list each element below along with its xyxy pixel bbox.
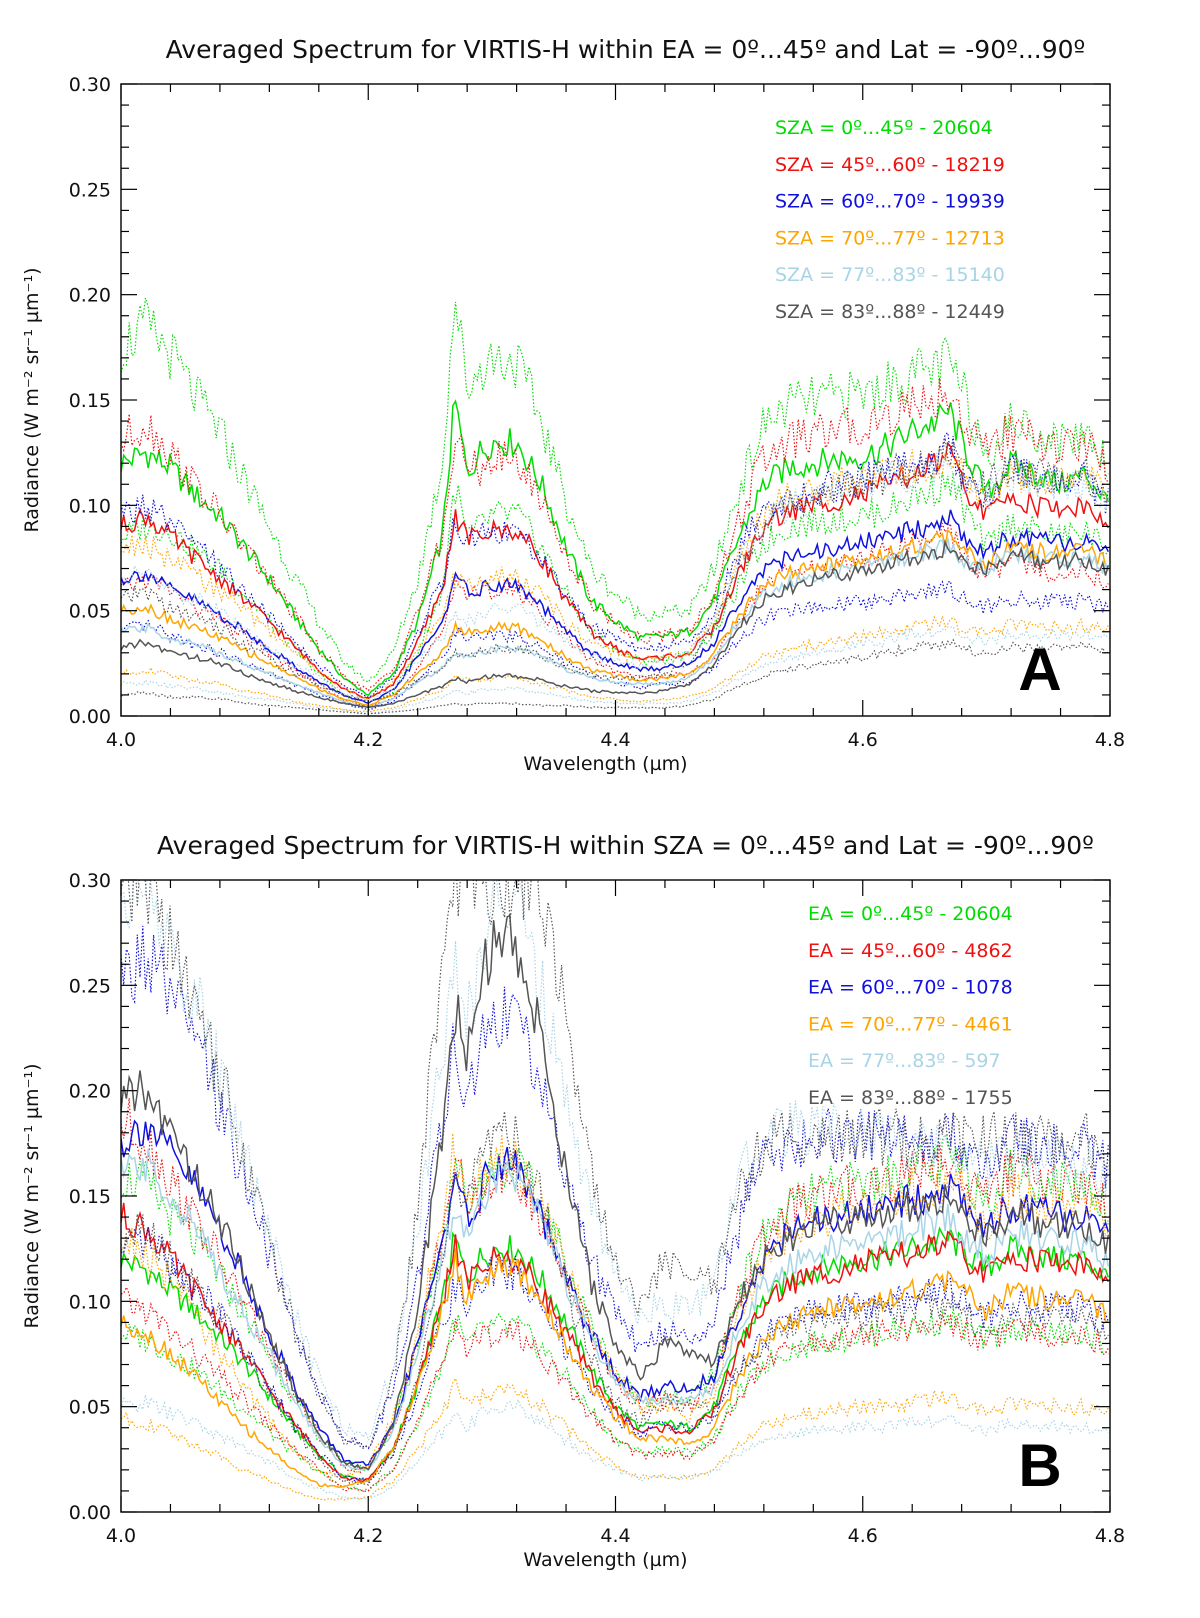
series-mean-line [121,441,1109,700]
legend-entry: EA = 83º...88º - 1755 [808,1087,1013,1109]
series-4 [121,449,1109,713]
series-mean-line [121,399,1110,697]
series-upper-bound [121,449,1109,701]
legend-entry: SZA = 60º...70º - 19939 [775,191,1005,213]
x-tick-label: 4.0 [106,729,136,751]
chart-title: Averaged Spectrum for VIRTIS-H within EA… [166,35,1086,64]
series-lower-bound [121,1285,1109,1492]
series-mean-line [121,1248,1109,1488]
series-upper-bound [121,1133,1109,1478]
series-lower-bound [121,521,1109,708]
y-tick-label: 0.15 [69,1186,111,1208]
legend-entry: EA = 45º...60º - 4862 [808,940,1013,962]
series-lower-bound [121,471,1109,709]
series-2 [121,377,1109,708]
axis-ticks [120,879,1111,1513]
y-axis-label: Radiance (W m⁻² sr⁻¹ µm⁻¹) [21,1063,43,1328]
legend-entry: SZA = 83º...88º - 12449 [775,301,1005,323]
panel-label: A [1018,636,1061,703]
y-tick-label: 0.25 [69,975,111,997]
y-axis-label: Radiance (W m⁻² sr⁻¹ µm⁻¹) [21,267,43,532]
y-tick-label: 0.20 [69,285,111,307]
series-upper-bound [121,377,1109,692]
x-tick-label: 4.2 [353,1525,383,1547]
x-axis-label: Wavelength (µm) [523,1549,687,1571]
legend-entry: EA = 77º...83º - 597 [808,1050,1001,1072]
series-group [121,880,1110,1501]
series-4 [121,1133,1109,1501]
series-upper-bound [121,431,1109,699]
series-lower-bound [121,626,1109,715]
panel-label: B [1018,1432,1061,1499]
series-group [121,297,1110,715]
series-mean-line [121,1202,1109,1483]
x-tick-label: 4.4 [600,1525,630,1547]
series-1 [121,297,1110,709]
x-tick-label: 4.6 [848,729,878,751]
legend-entry: EA = 0º...45º - 20604 [808,903,1013,925]
chart-panel-A: Averaged Spectrum for VIRTIS-H within EA… [21,35,1125,775]
series-upper-bound [121,880,1109,1442]
legend-entry: EA = 60º...70º - 1078 [808,977,1013,999]
y-tick-label: 0.05 [69,1397,111,1419]
series-upper-bound [121,297,1109,683]
series-lower-bound [121,1394,1109,1501]
y-tick-label: 0.20 [69,1081,111,1103]
x-tick-label: 4.4 [600,729,630,751]
legend: SZA = 0º...45º - 20604 SZA = 45º...60º - … [775,117,1005,323]
series-upper-bound [121,880,1109,1450]
legend-entry: SZA = 45º...60º - 18219 [775,154,1005,176]
legend: EA = 0º...45º - 20604 EA = 45º...60º - 48… [808,903,1013,1109]
y-tick-label: 0.30 [69,74,111,96]
axis-ticks [120,83,1111,717]
series-lower-bound [121,638,1109,715]
series-3 [121,925,1110,1483]
y-tick-label: 0.25 [69,179,111,201]
y-tick-label: 0.30 [69,870,111,892]
x-tick-label: 4.8 [1095,1525,1125,1547]
series-mean-line [121,528,1109,707]
chart-panel-B: Averaged Spectrum for VIRTIS-H within SZ… [21,831,1125,1571]
y-tick-label: 0.10 [69,495,111,517]
legend-entry: SZA = 70º...77º - 12713 [775,227,1005,249]
x-tick-label: 4.0 [106,1525,136,1547]
series-mean-line [121,539,1110,709]
series-mean-line [121,1148,1110,1471]
series-6 [121,880,1110,1486]
series-2 [121,1097,1109,1492]
series-mean-line [121,914,1110,1471]
x-tick-label: 4.2 [353,729,383,751]
x-axis-label: Wavelength (µm) [523,753,687,775]
series-mean-line [121,509,1109,704]
x-tick-label: 4.6 [848,1525,878,1547]
series-upper-bound [121,925,1109,1450]
y-tick-label: 0.00 [69,1502,111,1524]
series-upper-bound [121,437,1109,702]
series-6 [121,437,1110,715]
series-lower-bound [121,1307,1109,1493]
x-tick-label: 4.8 [1095,729,1125,751]
plot-frame [120,879,1111,1513]
legend-entry: EA = 70º...77º - 4461 [808,1013,1013,1035]
legend-entry: SZA = 77º...83º - 15140 [775,264,1005,286]
y-tick-label: 0.05 [69,601,111,623]
series-5 [121,880,1110,1501]
y-tick-label: 0.10 [69,1291,111,1313]
series-1 [121,1133,1110,1493]
chart-title: Averaged Spectrum for VIRTIS-H within SZ… [157,831,1094,860]
y-tick-label: 0.00 [69,706,111,728]
legend-entry: SZA = 0º...45º - 20604 [775,117,993,139]
series-upper-bound [121,454,1109,703]
y-tick-label: 0.15 [69,390,111,412]
series-lower-bound [121,1111,1109,1486]
